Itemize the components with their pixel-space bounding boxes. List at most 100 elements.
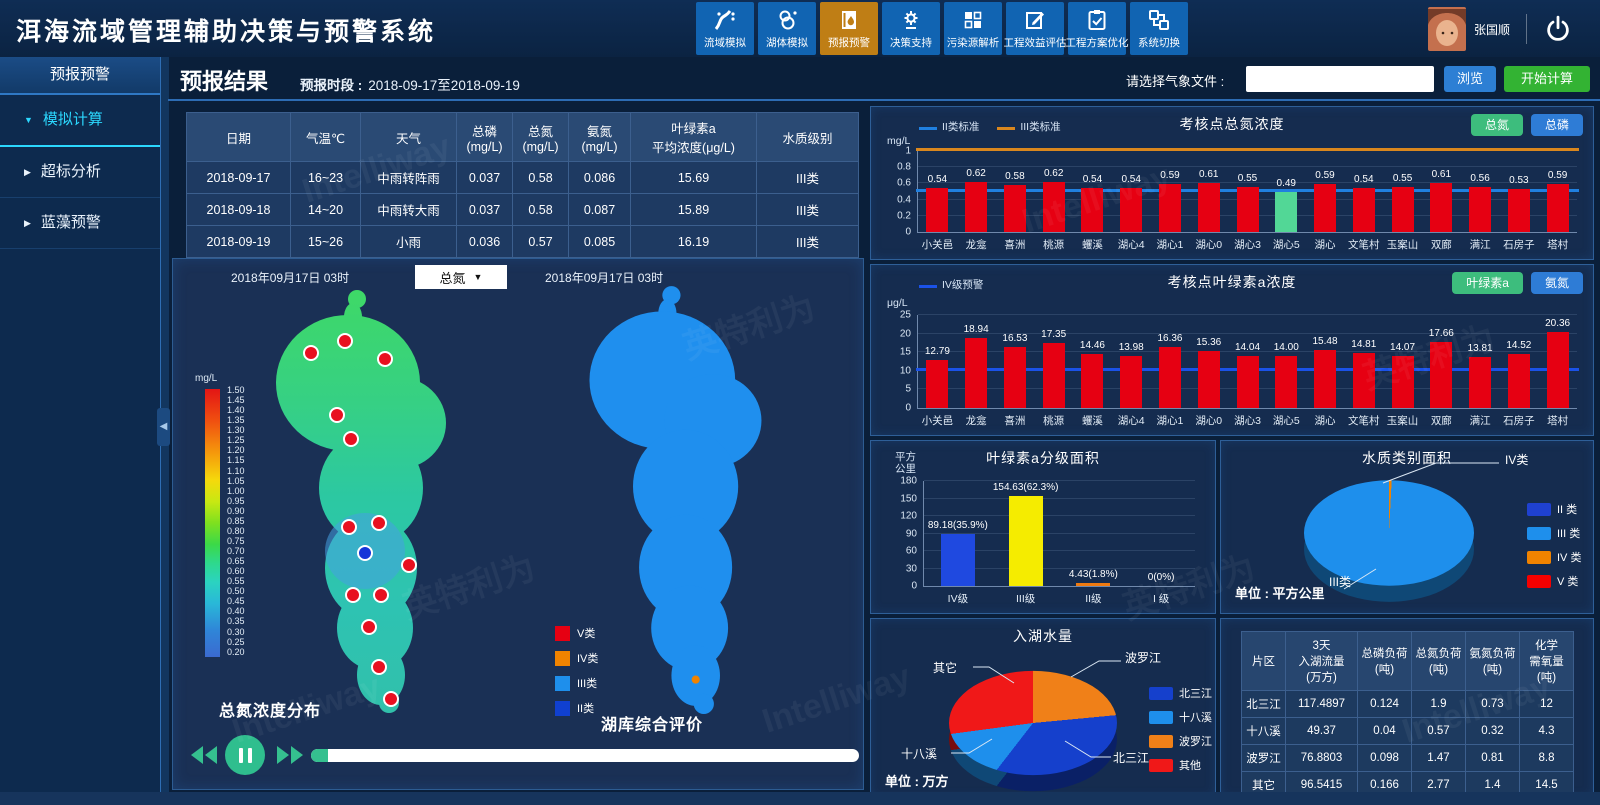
column-header: 片区 bbox=[1241, 631, 1286, 691]
bar bbox=[1430, 342, 1453, 408]
bar-value-label: 17.66 bbox=[1428, 328, 1454, 340]
bar-value-label: 154.63(62.3%) bbox=[992, 481, 1059, 493]
gridline bbox=[918, 166, 1577, 168]
pollutant-dropdown[interactable]: 总氮 ▼ bbox=[415, 265, 507, 289]
table-cell: 2018-09-18 bbox=[186, 193, 291, 226]
table-cell: 0.037 bbox=[456, 193, 513, 226]
table-cell: 波罗江 bbox=[1241, 744, 1286, 772]
nav-label: 系统切换 bbox=[1138, 37, 1180, 49]
nav-pollution-analysis[interactable]: 污染源解析 bbox=[944, 2, 1002, 55]
pause-button[interactable] bbox=[225, 735, 265, 775]
panel-quality-pie: 水质类别面积 IV类 III类 单位 : 平方公里 II 类 III 类 IV 类 V… bbox=[1220, 440, 1594, 614]
legend-item: IV级预警 bbox=[919, 277, 983, 292]
scale-tick: 0.80 bbox=[227, 525, 245, 536]
start-calc-button[interactable]: 开始计算 bbox=[1504, 66, 1590, 92]
scale-tick: 0.75 bbox=[227, 535, 245, 546]
nav-benefit-eval[interactable]: 工程效益评估 bbox=[1004, 2, 1067, 55]
main-nav: 流域模拟 湖体模拟 预报预警 决策支持 污染源解析 工程效益评估 工程方案优化 系统切换 bbox=[696, 2, 1188, 55]
x-axis-label: I 级 bbox=[1152, 593, 1170, 605]
bar bbox=[1236, 187, 1259, 232]
table-cell: 0.04 bbox=[1357, 717, 1412, 745]
table-cell: III类 bbox=[756, 161, 859, 194]
sidebar-collapse-button[interactable]: ◀ bbox=[157, 408, 170, 446]
chart-legend: IV级预警 bbox=[919, 277, 983, 292]
x-axis-label: 龙龛 bbox=[965, 415, 987, 427]
table-row: 波罗江 76.8803 0.098 1.47 0.81 8.8 bbox=[1241, 744, 1574, 772]
nav-decision-support[interactable]: 决策支持 bbox=[882, 2, 940, 55]
unit-label: 单位 : 平方公里 bbox=[1235, 586, 1325, 601]
table-cell: 4.3 bbox=[1519, 717, 1574, 745]
sidebar-title: 预报预警 bbox=[0, 57, 160, 95]
y-axis-tick: 10 bbox=[899, 365, 911, 377]
legend-swatch bbox=[555, 700, 570, 716]
scale-tick: 0.60 bbox=[227, 566, 245, 577]
bar-value-label: 14.00 bbox=[1273, 341, 1299, 353]
tn-distribution-map[interactable] bbox=[253, 283, 473, 713]
y-axis-tick: 0 bbox=[905, 226, 911, 238]
legend-item: IV类 bbox=[555, 650, 598, 666]
bar bbox=[1120, 188, 1143, 232]
legend-swatch bbox=[555, 625, 570, 641]
browse-button[interactable]: 浏览 bbox=[1444, 66, 1496, 92]
legend-label: IV类 bbox=[577, 653, 599, 665]
scale-tick: 0.85 bbox=[227, 515, 245, 526]
nav-lake-sim[interactable]: 湖体模拟 bbox=[758, 2, 816, 55]
table-cell: 117.4897 bbox=[1285, 690, 1358, 718]
bar-value-label: 17.35 bbox=[1041, 329, 1067, 341]
y-axis-tick: 60 bbox=[905, 545, 917, 557]
x-axis-label: 文笔村 bbox=[1348, 415, 1380, 427]
table-cell: 14~20 bbox=[290, 193, 361, 226]
column-header: 叶绿素a 平均浓度(μg/L) bbox=[630, 112, 757, 162]
sidebar-item-3[interactable]: ▶ 蓝藻预警 bbox=[0, 198, 160, 249]
fast-forward-button[interactable] bbox=[275, 744, 305, 771]
column-header: 氨氮负荷 (吨) bbox=[1465, 631, 1520, 691]
nav-basin-sim[interactable]: 流域模拟 bbox=[696, 2, 754, 55]
nav-system-switch[interactable]: 系统切换 bbox=[1130, 2, 1188, 55]
chevron-down-icon: ▼ bbox=[473, 272, 483, 282]
bar-value-label: 20.36 bbox=[1545, 318, 1571, 330]
x-axis-label: 满江 bbox=[1469, 415, 1491, 427]
rewind-button[interactable] bbox=[189, 744, 219, 771]
timeline-track[interactable] bbox=[311, 749, 859, 762]
forecast-period-label: 预报时段 : bbox=[300, 78, 363, 93]
chart-toggle-总磷[interactable]: 总磷 bbox=[1530, 114, 1583, 136]
legend-label: II 类 bbox=[1557, 504, 1578, 516]
lake-evaluation-map[interactable] bbox=[565, 279, 790, 714]
bar bbox=[1352, 188, 1375, 232]
power-icon[interactable] bbox=[1543, 14, 1573, 44]
scale-tick: 0.40 bbox=[227, 606, 245, 617]
y-axis-unit: 平方 公里 bbox=[895, 451, 916, 476]
x-axis-label: IV级 bbox=[947, 593, 969, 605]
x-axis-label: 蠼溪 bbox=[1081, 415, 1103, 427]
decision-support-icon bbox=[899, 7, 923, 33]
monitoring-points[interactable] bbox=[303, 333, 417, 707]
bar bbox=[1236, 355, 1259, 408]
sidebar-item-2[interactable]: ▶ 超标分析 bbox=[0, 147, 160, 198]
chart-toggle-总氮[interactable]: 总氮 bbox=[1470, 114, 1523, 136]
timeline-player bbox=[187, 735, 859, 781]
x-axis-label: 湖心0 bbox=[1195, 239, 1223, 251]
gridline bbox=[924, 497, 1195, 499]
bar bbox=[1391, 187, 1414, 232]
chart-toggle-叶绿素a[interactable]: 叶绿素a bbox=[1452, 272, 1523, 294]
bar-value-label: 0.61 bbox=[1431, 168, 1452, 180]
nav-forecast-warning[interactable]: 预报预警 bbox=[820, 2, 878, 55]
bar-value-label: 12.79 bbox=[924, 346, 950, 358]
weather-file-input[interactable] bbox=[1246, 66, 1434, 92]
x-axis-label: 双廊 bbox=[1430, 415, 1452, 427]
x-axis-label: 塔村 bbox=[1547, 239, 1569, 251]
chart-toggle-氨氮[interactable]: 氨氮 bbox=[1530, 272, 1583, 294]
app-header: 洱海流域管理辅助决策与预警系统 流域模拟 湖体模拟 预报预警 决策支持 污染源解析 工程效… bbox=[0, 0, 1600, 57]
table-header-row: 日期 气温℃ 天气 总磷 (mg/L) 总氮 (mg/L) 氨氮 (mg/L) 叶绿素a 平… bbox=[186, 112, 859, 162]
bar-value-label: 14.81 bbox=[1351, 338, 1377, 350]
legend-item: 十八溪 bbox=[1149, 709, 1212, 725]
scale-tick: 0.35 bbox=[227, 616, 245, 627]
user-avatar[interactable] bbox=[1428, 7, 1466, 51]
x-axis-label: 石房子 bbox=[1503, 239, 1535, 251]
legend-label: 波罗江 bbox=[1179, 736, 1212, 748]
sidebar-item-1[interactable]: ▼ 模拟计算 bbox=[0, 95, 160, 147]
x-axis-label: 石房子 bbox=[1503, 415, 1535, 427]
forecast-period: 预报时段 : 2018-09-17至2018-09-19 bbox=[300, 74, 520, 94]
nav-plan-optimize[interactable]: 工程方案优化 bbox=[1066, 2, 1129, 55]
legend-swatch bbox=[1527, 550, 1551, 564]
